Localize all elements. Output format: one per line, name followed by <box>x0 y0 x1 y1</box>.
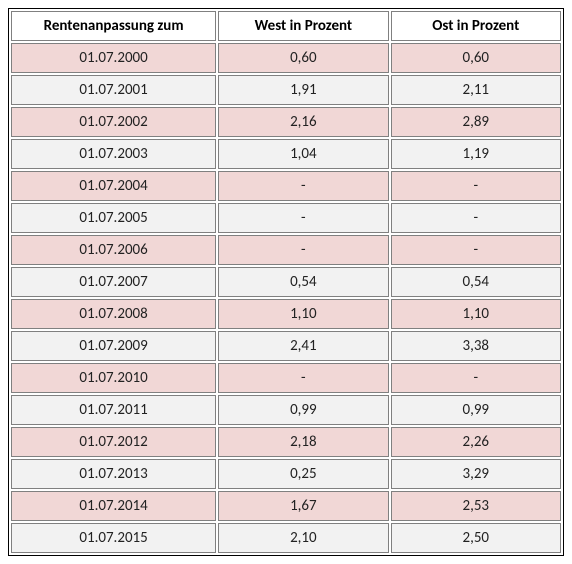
cell-date: 01.07.2001 <box>11 75 216 105</box>
cell-ost: 0,99 <box>391 395 561 425</box>
cell-west: 2,18 <box>218 427 388 457</box>
cell-west: - <box>218 203 388 233</box>
table-row: 01.07.2014 1,67 2,53 <box>11 491 561 521</box>
table-row: 01.07.2004 - - <box>11 171 561 201</box>
cell-west: 0,25 <box>218 459 388 489</box>
cell-west: 1,67 <box>218 491 388 521</box>
cell-ost: 0,54 <box>391 267 561 297</box>
cell-west: 1,91 <box>218 75 388 105</box>
table-body: 01.07.2000 0,60 0,60 01.07.2001 1,91 2,1… <box>11 43 561 553</box>
column-header-date: Rentenanpassung zum <box>11 11 216 41</box>
cell-west: 1,04 <box>218 139 388 169</box>
cell-date: 01.07.2009 <box>11 331 216 361</box>
table-row: 01.07.2000 0,60 0,60 <box>11 43 561 73</box>
cell-ost: 1,10 <box>391 299 561 329</box>
cell-west: 0,99 <box>218 395 388 425</box>
column-header-west: West in Prozent <box>218 11 388 41</box>
cell-ost: 2,53 <box>391 491 561 521</box>
cell-date: 01.07.2015 <box>11 523 216 553</box>
table-row: 01.07.2001 1,91 2,11 <box>11 75 561 105</box>
cell-ost: - <box>391 235 561 265</box>
cell-ost: 2,89 <box>391 107 561 137</box>
table-row: 01.07.2008 1,10 1,10 <box>11 299 561 329</box>
cell-date: 01.07.2006 <box>11 235 216 265</box>
cell-ost: - <box>391 363 561 393</box>
cell-west: 2,10 <box>218 523 388 553</box>
cell-west: 0,54 <box>218 267 388 297</box>
cell-date: 01.07.2002 <box>11 107 216 137</box>
cell-west: - <box>218 235 388 265</box>
table-row: 01.07.2013 0,25 3,29 <box>11 459 561 489</box>
column-header-ost: Ost in Prozent <box>391 11 561 41</box>
cell-ost: 1,19 <box>391 139 561 169</box>
cell-west: 1,10 <box>218 299 388 329</box>
cell-ost: 0,60 <box>391 43 561 73</box>
table-row: 01.07.2009 2,41 3,38 <box>11 331 561 361</box>
table-row: 01.07.2011 0,99 0,99 <box>11 395 561 425</box>
table-row: 01.07.2003 1,04 1,19 <box>11 139 561 169</box>
cell-ost: 3,29 <box>391 459 561 489</box>
cell-ost: 2,50 <box>391 523 561 553</box>
cell-date: 01.07.2008 <box>11 299 216 329</box>
cell-ost: - <box>391 203 561 233</box>
table-row: 01.07.2012 2,18 2,26 <box>11 427 561 457</box>
cell-date: 01.07.2012 <box>11 427 216 457</box>
table-row: 01.07.2005 - - <box>11 203 561 233</box>
cell-date: 01.07.2005 <box>11 203 216 233</box>
cell-date: 01.07.2003 <box>11 139 216 169</box>
cell-west: - <box>218 171 388 201</box>
table-row: 01.07.2015 2,10 2,50 <box>11 523 561 553</box>
cell-ost: - <box>391 171 561 201</box>
cell-date: 01.07.2010 <box>11 363 216 393</box>
table-row: 01.07.2002 2,16 2,89 <box>11 107 561 137</box>
cell-ost: 2,11 <box>391 75 561 105</box>
cell-date: 01.07.2011 <box>11 395 216 425</box>
cell-date: 01.07.2014 <box>11 491 216 521</box>
table-row: 01.07.2006 - - <box>11 235 561 265</box>
pension-adjustment-table: Rentenanpassung zum West in Prozent Ost … <box>8 8 564 556</box>
cell-ost: 3,38 <box>391 331 561 361</box>
cell-ost: 2,26 <box>391 427 561 457</box>
cell-date: 01.07.2000 <box>11 43 216 73</box>
cell-date: 01.07.2004 <box>11 171 216 201</box>
cell-west: 2,41 <box>218 331 388 361</box>
cell-west: 2,16 <box>218 107 388 137</box>
cell-west: 0,60 <box>218 43 388 73</box>
cell-west: - <box>218 363 388 393</box>
cell-date: 01.07.2007 <box>11 267 216 297</box>
cell-date: 01.07.2013 <box>11 459 216 489</box>
table-row: 01.07.2007 0,54 0,54 <box>11 267 561 297</box>
table-row: 01.07.2010 - - <box>11 363 561 393</box>
table-header-row: Rentenanpassung zum West in Prozent Ost … <box>11 11 561 41</box>
